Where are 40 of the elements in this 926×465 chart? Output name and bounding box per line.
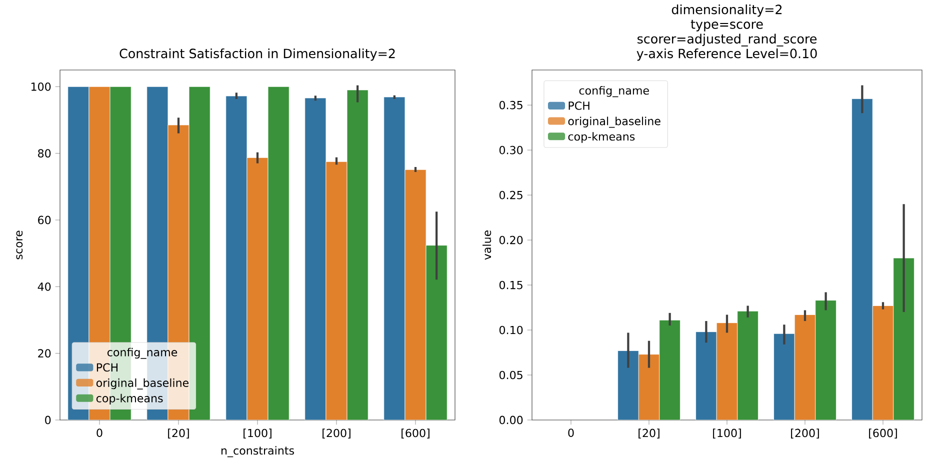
legend-label: cop-kmeans [96,394,163,405]
legend-title: config_name [579,86,649,98]
y-tick-label: 0.05 [499,370,522,380]
chart-subtitle: type=score [690,20,763,32]
legend-label: cop-kmeans [568,132,635,143]
y-tick-label: 0.00 [499,416,523,424]
y-tick-label: 0.35 [499,100,522,110]
y-tick-label: 0.25 [499,190,522,200]
y-tick-label: 0.15 [499,280,522,290]
y-tick-label: 0.30 [499,146,523,154]
y-tick-label: 100 [31,82,51,91]
legend-label: original_baseline [568,116,660,128]
chart-title: dimensionality=2 [672,4,782,17]
y-tick-label: 20 [38,349,51,358]
x-tick-label: [600] [402,428,430,438]
y-tick-label: 60 [38,216,51,224]
y-tick-label: 80 [38,149,51,158]
x-tick-label: 0 [96,428,102,437]
text: scorer=adjusted_rand_score [638,34,817,46]
x-tick-label: [600] [869,428,897,438]
x-tick-label: [200] [791,428,819,438]
x-tick-label: 0 [568,428,574,437]
y-tick-label: 0 [45,416,51,424]
x-tick-label: [100] [713,428,741,438]
x-tick-label: [20] [168,428,189,438]
legend-label: original_baseline [96,378,189,390]
legend-label: PCH [568,101,590,110]
y-axis-title: score [16,230,23,260]
y-tick-label: 40 [38,282,51,291]
text: y-axis Reference Level=0.10 [636,48,817,61]
chart-title: Constraint Satisfaction in Dimensionality=2 [120,48,395,61]
x-tick-label: [200] [322,428,350,438]
y-tick-label: 0.10 [499,326,523,334]
x-tick-label: [20] [638,428,660,438]
legend-title: config_name [107,348,178,359]
x-tick-label: [100] [244,428,272,438]
y-tick-label: 0.20 [499,236,523,244]
y-axis-title: value [482,230,492,260]
x-axis-title: n_constraints [221,446,294,458]
legend-label: PCH [96,363,118,372]
